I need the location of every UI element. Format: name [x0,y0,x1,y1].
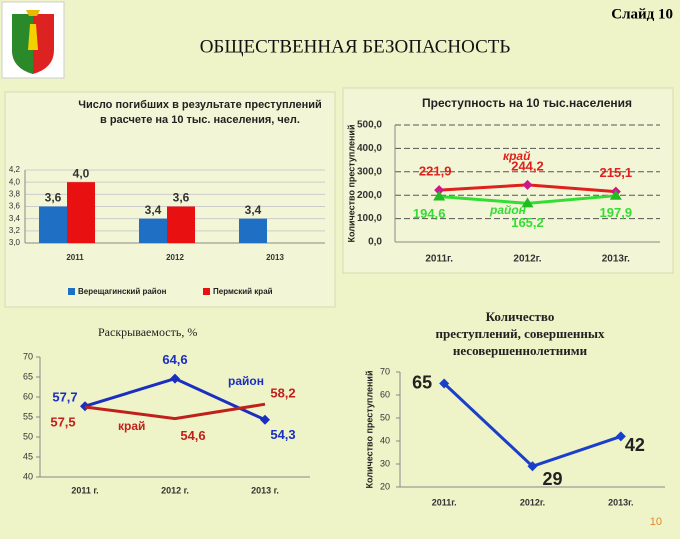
bar [167,206,195,243]
marker [609,189,622,200]
marker [439,378,450,389]
value-label: 57,5 [50,414,75,429]
value-label: 3,4 [145,203,162,217]
value-label: 54,3 [270,427,295,442]
x-tick-label: 2012 [166,253,184,262]
y-tick-label: 20 [380,481,390,491]
chart-title: Раскрываемость, % [98,325,197,339]
legend-label: Пермский край [213,287,273,296]
bar [139,218,167,243]
value-label: 197,9 [600,205,633,220]
marker [521,197,534,208]
y-tick-label: 30 [380,458,390,468]
x-tick-label: 2012г. [513,254,541,265]
x-tick-label: 2013г. [608,497,633,507]
y-tick-label: 4,0 [9,177,21,186]
marker [260,414,270,425]
panel [342,87,674,274]
value-label: 65 [412,372,432,392]
marker [527,461,538,472]
value-label: 165,2 [511,215,544,230]
value-label: 54,6 [180,428,205,443]
value-label: 3,6 [173,191,190,205]
chart-title: преступлений, совершенных [436,326,606,341]
y-tick-label: 100,0 [357,213,382,224]
x-tick-label: 2011 г. [71,485,98,495]
y-tick-label: 60 [23,391,33,401]
y-tick-label: 50 [380,412,390,422]
chart-title: несовершеннолетними [453,343,588,358]
bar [239,218,267,243]
page-number: 10 [650,516,662,528]
y-axis-title: Количество преступлений [346,125,356,243]
value-label: 194,6 [413,206,446,221]
bar [67,182,95,243]
legend-label: Верещагинский район [78,287,167,296]
y-tick-label: 500,0 [357,120,382,131]
y-tick-label: 60 [380,389,390,399]
value-label: 58,2 [270,386,295,401]
y-tick-label: 40 [23,471,33,481]
x-tick-label: 2013г. [602,254,630,265]
marker [433,190,446,201]
y-tick-label: 3,4 [9,214,21,223]
y-tick-label: 65 [23,371,33,381]
y-tick-label: 3,8 [9,189,21,198]
value-label: 64,6 [162,352,187,367]
value-label: 4,0 [73,166,90,180]
value-label: 42 [625,435,645,455]
y-tick-label: 70 [380,366,390,376]
x-tick-label: 2012г. [520,497,545,507]
chart-title: в расчете на 10 тыс. населения, чел. [100,114,300,126]
x-tick-label: 2011г. [425,254,453,265]
value-label: 215,1 [600,165,633,180]
value-label: 29 [542,469,562,489]
panel [4,91,336,308]
y-tick-label: 3,6 [9,202,21,211]
y-tick-label: 0,0 [368,237,382,248]
marker [434,185,445,196]
y-tick-label: 3,0 [9,238,21,247]
chart-title: Количество [486,309,555,324]
x-tick-label: 2011г. [432,497,457,507]
chart-title: Преступность на 10 тыс.населения [422,96,632,110]
x-tick-label: 2013 [266,253,284,262]
x-tick-label: 2011 [66,253,84,262]
series-label: край [118,419,145,433]
y-tick-label: 40 [380,435,390,445]
y-tick-label: 200,0 [357,190,382,201]
value-label: 3,6 [45,191,62,205]
series-label: район [489,203,527,217]
y-tick-label: 45 [23,451,33,461]
slide-label: Слайд 10 [611,6,673,22]
legend-swatch [203,288,210,295]
y-tick-label: 300,0 [357,166,382,177]
bar [39,206,67,243]
series-line [84,402,266,421]
y-tick-label: 3,2 [9,226,21,235]
value-label: 221,9 [419,164,452,179]
series-label: край [503,149,531,163]
y-tick-label: 400,0 [357,143,382,154]
y-tick-label: 50 [23,431,33,441]
slide-title: ОБЩЕСТВЕННАЯ БЕЗОПАСНОСТЬ [200,36,511,57]
marker [170,373,180,384]
chart-title: Число погибших в результате преступлений [78,99,322,111]
series-label: район [228,374,264,388]
marker [615,431,626,442]
x-tick-label: 2013 г. [251,485,279,495]
y-tick-label: 70 [23,351,33,361]
y-axis-title: Количество преступлений [364,371,374,489]
marker [522,179,533,190]
value-label: 3,4 [245,203,262,217]
coat-of-arms [1,1,65,79]
value-label: 244,2 [511,158,544,173]
value-label: 57,7 [52,390,77,405]
y-tick-label: 4,2 [9,165,21,174]
legend-swatch [68,288,75,295]
x-tick-label: 2012 г. [161,485,189,495]
y-tick-label: 55 [23,411,33,421]
